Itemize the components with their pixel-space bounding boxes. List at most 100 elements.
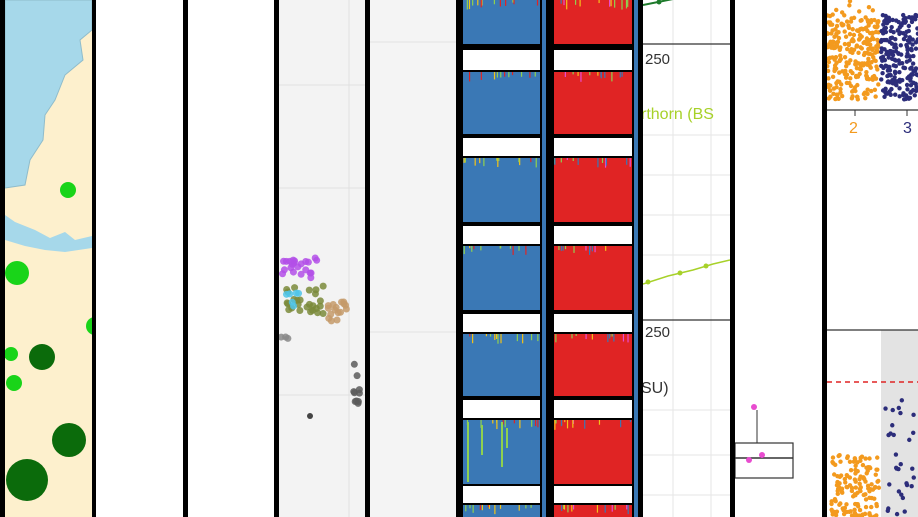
admixture-bar — [518, 246, 520, 251]
manhattan-point — [852, 492, 858, 497]
manhattan-point — [854, 502, 859, 507]
manhattan-point — [883, 25, 889, 31]
admixture-block — [554, 420, 632, 484]
manhattan-point — [832, 44, 837, 49]
scatter-point — [333, 316, 341, 324]
manhattan-point — [910, 61, 916, 66]
manhattan-point — [842, 41, 848, 47]
manhattan-point — [838, 53, 843, 58]
manhattan-point — [881, 22, 886, 27]
manhattan-point — [838, 45, 843, 50]
manhattan-point — [869, 504, 874, 510]
admixture-bar — [529, 72, 531, 78]
admixture-bar — [626, 505, 628, 510]
manhattan-point — [901, 65, 906, 70]
manhattan-point — [835, 96, 840, 101]
admixture-bar — [566, 420, 569, 429]
manhattan-point — [857, 481, 862, 486]
admixture-bar — [564, 246, 567, 250]
manhattan-point — [908, 90, 913, 95]
manhattan-point — [905, 75, 910, 81]
admixture-bar — [611, 334, 613, 337]
manhattan-point — [834, 84, 839, 90]
manhattan-point — [829, 22, 835, 27]
admixture-bar — [560, 158, 562, 163]
admixture-bar — [480, 0, 482, 8]
admixture-bar — [509, 246, 512, 249]
admixture-bar — [492, 420, 494, 424]
manhattan-point — [885, 68, 891, 73]
manhattan-point — [827, 88, 833, 93]
map-marker — [60, 182, 76, 198]
manhattan-point — [864, 41, 870, 47]
manhattan-point — [842, 55, 848, 60]
manhattan-point — [910, 42, 915, 47]
manhattan-point — [900, 77, 905, 83]
admixture-bar — [577, 72, 579, 76]
manhattan-point — [875, 467, 880, 472]
manhattan-point — [859, 454, 865, 459]
manhattan-point — [848, 58, 853, 63]
manhattan-point — [898, 43, 903, 48]
manhattan-point — [847, 0, 853, 4]
manhattan-point — [837, 70, 842, 75]
admixture-bar — [554, 420, 556, 430]
admixture-bar — [564, 420, 566, 423]
admixture-block — [554, 158, 632, 222]
manhattan-point — [844, 502, 849, 507]
admixture-block — [554, 72, 632, 134]
admixture-bar — [580, 72, 582, 82]
separator — [554, 138, 632, 156]
admixture-bar — [585, 334, 587, 340]
admixture-bar — [566, 0, 568, 10]
scatter-point — [307, 308, 315, 316]
admixture-bar — [567, 505, 569, 513]
admixture-bar — [481, 0, 483, 6]
manhattan-point — [872, 17, 877, 23]
manhattan-point — [862, 476, 867, 482]
admixture-bar — [536, 0, 539, 6]
manhattan-point — [911, 475, 916, 480]
manhattan-point — [861, 63, 866, 68]
admixture-bar — [605, 158, 608, 166]
admixture-bar — [555, 420, 557, 424]
manhattan-point — [904, 42, 909, 48]
manhattan-point — [888, 35, 894, 41]
manhattan-point — [851, 38, 856, 44]
admixture-bar — [625, 0, 628, 9]
scatter-point — [312, 304, 320, 312]
manhattan-point — [869, 52, 875, 57]
manhattan-point — [851, 47, 857, 52]
manhattan-point — [834, 23, 840, 29]
manhattan-point — [838, 90, 843, 95]
admixture-bar — [500, 72, 502, 78]
manhattan-point — [898, 410, 903, 416]
manhattan-point — [834, 7, 839, 13]
manhattan-point — [852, 510, 858, 516]
scatter-svg — [279, 0, 365, 517]
admixture-bar — [530, 334, 533, 341]
admixture-bar — [466, 0, 468, 10]
scatter-point — [291, 284, 299, 292]
admixture-bar — [465, 505, 467, 512]
admixture-bar — [560, 420, 563, 427]
admixture-bar — [494, 505, 496, 515]
boxplot-panel — [735, 0, 822, 517]
edge-bar — [634, 0, 638, 517]
manhattan-point — [857, 476, 862, 482]
separator — [554, 486, 632, 503]
admixture-bar — [480, 246, 482, 251]
admixture-bar — [473, 246, 475, 250]
admixture-bar — [573, 246, 575, 253]
manhattan-point — [855, 468, 860, 474]
x-tick-label-bottom: 250 — [645, 324, 671, 341]
manhattan-point — [843, 480, 848, 485]
manhattan-point — [843, 34, 849, 39]
water-area-strait — [5, 215, 92, 252]
manhattan-point — [863, 456, 868, 461]
map-marker — [5, 347, 18, 361]
admixture-bar — [597, 72, 599, 76]
admixture-bar — [481, 505, 483, 511]
admixture-bar — [468, 72, 471, 82]
manhattan-point — [907, 437, 912, 443]
